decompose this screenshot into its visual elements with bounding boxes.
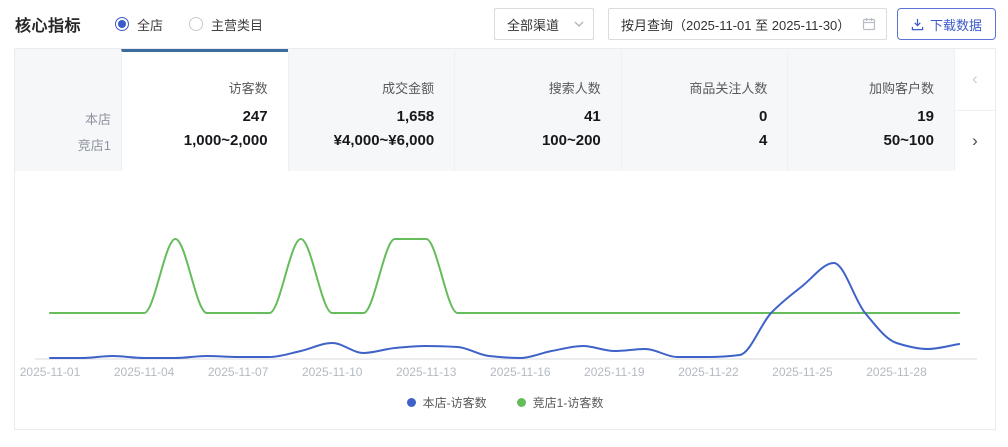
- download-icon: [911, 18, 924, 31]
- metric-col-transaction-amount[interactable]: 成交金额 1,658 ¥4,000~¥6,000: [287, 49, 455, 171]
- radio-circle-icon: [115, 17, 130, 31]
- x-axis-tick-label: 2025-11-07: [208, 365, 269, 379]
- metric-header: 搜索人数: [548, 81, 601, 96]
- legend-label: 本店-访客数: [422, 396, 487, 410]
- metric-header: 商品关注人数: [689, 81, 768, 96]
- metric-competitor-value: ¥4,000~¥6,000: [333, 132, 435, 149]
- metric-header: 访客数: [228, 81, 268, 96]
- metric-own-value: 1,658: [396, 108, 435, 125]
- radio-label: 主营类目: [211, 17, 264, 33]
- x-axis-tick-label: 2025-11-04: [114, 365, 175, 379]
- legend-dot-icon: [406, 398, 416, 407]
- metric-header: 成交金额: [382, 81, 435, 96]
- download-data-button[interactable]: 下载数据: [896, 8, 996, 40]
- competitor1-visitors-line: [49, 238, 961, 314]
- date-range-picker[interactable]: 按月查询（2025-11-01 至 2025-11-30）: [607, 8, 887, 40]
- radio-whole-store[interactable]: 全店: [115, 15, 163, 34]
- radio-main-category[interactable]: 主营类目: [189, 15, 263, 34]
- download-button-label: 下载数据: [929, 17, 982, 33]
- metric-header: 加购客户数: [868, 81, 934, 96]
- x-axis-tick-label: 2025-11-10: [302, 365, 363, 379]
- row-label-own-store: 本店: [84, 112, 111, 127]
- calendar-icon: [862, 17, 876, 31]
- channel-select-value: 全部渠道: [506, 17, 559, 33]
- legend-item-competitor1[interactable]: 竞店1-访客数: [516, 394, 604, 411]
- page-title: 核心指标: [15, 18, 82, 35]
- metric-own-value: 19: [917, 108, 934, 125]
- store-scope-radio-group: 全店 主营类目: [115, 15, 263, 34]
- x-axis-tick-label: 2025-11-13: [396, 365, 457, 379]
- radio-label: 全店: [137, 17, 164, 33]
- date-range-value: 按月查询（2025-11-01 至 2025-11-30）: [620, 17, 851, 33]
- radio-circle-icon: [189, 17, 204, 31]
- legend-dot-icon: [516, 398, 526, 407]
- pager-next-button[interactable]: ›: [972, 130, 978, 150]
- row-labels-column: 本店 竞店1: [15, 49, 121, 171]
- chevron-down-icon: [574, 21, 584, 27]
- metric-own-value: 247: [242, 108, 268, 125]
- metric-competitor-value: 4: [759, 132, 768, 149]
- own-store-visitors-line: [49, 262, 961, 359]
- x-axis-tick-label: 2025-11-01: [20, 365, 81, 379]
- core-metrics-panel: 本店 竞店1 访客数 247 1,000~2,000 成交金额 1,658 ¥4…: [14, 48, 996, 430]
- legend-label: 竞店1-访客数: [532, 396, 604, 410]
- metric-own-value: 41: [584, 108, 601, 125]
- x-axis-tick-label: 2025-11-25: [772, 365, 833, 379]
- metrics-pager: ‹ ›: [953, 49, 995, 171]
- metric-col-search-users[interactable]: 搜索人数 41 100~200: [454, 49, 621, 171]
- metric-competitor-value: 1,000~2,000: [183, 132, 268, 149]
- metric-col-visitors[interactable]: 访客数 247 1,000~2,000: [121, 49, 288, 171]
- x-axis-tick-label: 2025-11-19: [584, 365, 645, 379]
- metric-own-value: 0: [759, 108, 768, 125]
- header-bar: 核心指标 全店 主营类目 全部渠道 按月查询（2025-11-01 至 2025…: [0, 0, 1008, 48]
- metric-competitor-value: 50~100: [883, 132, 934, 149]
- x-axis-tick-label: 2025-11-22: [678, 365, 739, 379]
- chart-legend: 本店-访客数 竞店1-访客数: [15, 394, 995, 411]
- row-label-competitor1: 竞店1: [77, 138, 111, 153]
- x-axis-tick-label: 2025-11-16: [490, 365, 551, 379]
- x-axis-tick-label: 2025-11-28: [866, 365, 927, 379]
- metric-col-cart-customers[interactable]: 加购客户数 19 50~100: [787, 49, 954, 171]
- legend-item-own-store[interactable]: 本店-访客数: [406, 394, 487, 411]
- metrics-table: 本店 竞店1 访客数 247 1,000~2,000 成交金额 1,658 ¥4…: [15, 49, 995, 171]
- trend-chart-canvas: 2025-11-01 2025-11-04 2025-11-07 2025-11-10…: [20, 238, 977, 379]
- visitors-trend-chart: 2025-11-01 2025-11-04 2025-11-07 2025-11-10…: [15, 171, 995, 411]
- metric-competitor-value: 100~200: [541, 132, 601, 149]
- channel-select[interactable]: 全部渠道: [493, 8, 594, 40]
- pager-prev-button[interactable]: ‹: [954, 49, 995, 111]
- metric-col-item-followers[interactable]: 商品关注人数 0 4: [620, 49, 788, 171]
